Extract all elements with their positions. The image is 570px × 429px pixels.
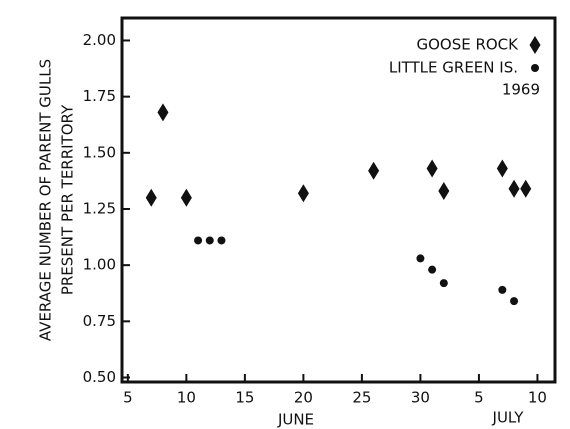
annotation: 1969	[502, 81, 540, 99]
data-point	[145, 188, 157, 207]
data-point	[438, 182, 450, 201]
month-label: JULY	[492, 409, 525, 427]
x-tick-label: 10	[177, 389, 196, 407]
data-point	[368, 161, 380, 180]
legend-label: LITTLE GREEN IS.	[389, 59, 518, 77]
data-point	[217, 236, 226, 245]
data-point	[416, 254, 425, 263]
x-tick-label: 20	[294, 389, 313, 407]
y-tick-label: 1.00	[83, 256, 116, 274]
data-point	[426, 159, 438, 178]
data-point	[498, 285, 507, 294]
month-label: JUNE	[277, 411, 314, 429]
data-point	[180, 188, 192, 207]
data-point	[428, 265, 437, 274]
x-tick-label: 30	[411, 389, 430, 407]
x-tick-label: 25	[352, 389, 371, 407]
y-tick-label: 0.50	[83, 368, 116, 386]
y-tick-label: 0.75	[83, 312, 116, 330]
x-tick-label: 5	[123, 389, 133, 407]
y-axis-label: PRESENT PER TERRITORY	[59, 104, 77, 295]
data-point	[194, 236, 203, 245]
data-point	[496, 159, 508, 178]
legend-label: GOOSE ROCK	[416, 36, 519, 54]
plot-frame	[120, 16, 557, 384]
x-tick-label: 15	[235, 389, 254, 407]
x-tick-label: 5	[474, 389, 484, 407]
data-point	[157, 103, 169, 122]
y-tick-label: 1.75	[83, 87, 116, 105]
legend-swatch	[529, 36, 541, 54]
data-point	[508, 179, 520, 198]
data-point	[520, 179, 532, 198]
data-point	[297, 184, 309, 203]
data-point	[510, 297, 519, 306]
data-point	[439, 279, 448, 288]
data-point	[205, 236, 214, 245]
legend-swatch	[531, 64, 539, 72]
y-axis-label: AVERAGE NUMBER OF PARENT GULLS	[37, 59, 55, 341]
y-tick-label: 2.00	[83, 31, 116, 49]
x-tick-label: 10	[528, 389, 547, 407]
y-tick-label: 1.50	[83, 143, 116, 161]
y-tick-label: 1.25	[83, 199, 116, 217]
